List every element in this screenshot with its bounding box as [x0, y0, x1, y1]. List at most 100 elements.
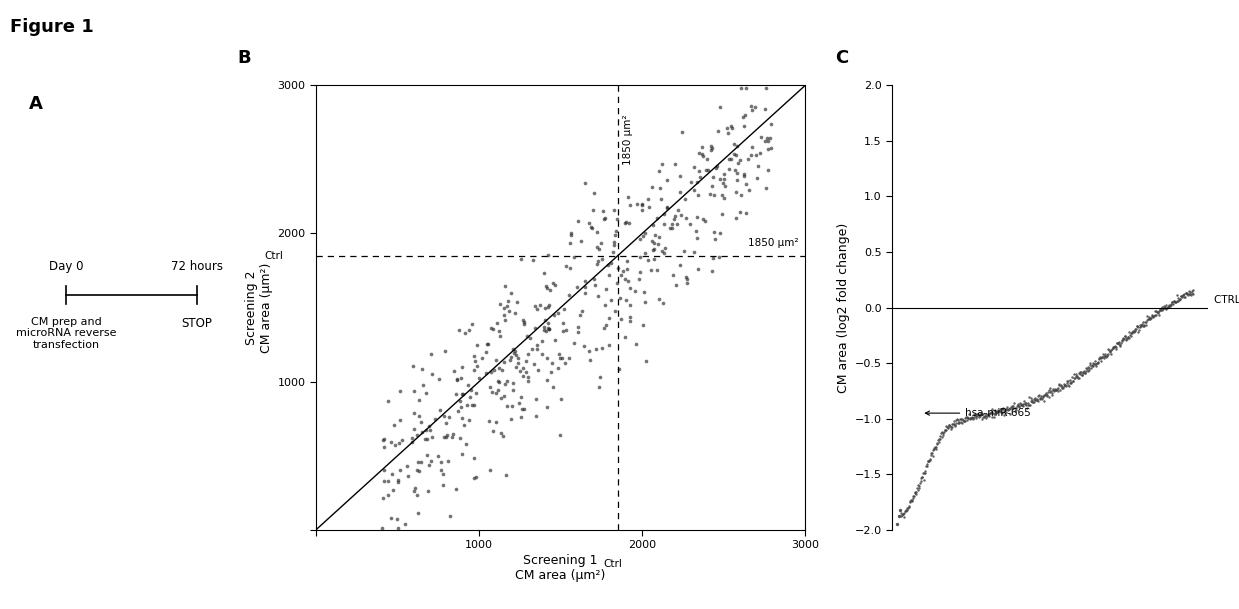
Point: [378, 396, 398, 406]
Point: [1116, 335, 1136, 345]
Point: [1158, 301, 1178, 311]
Point: [688, 190, 707, 200]
Point: [435, 347, 455, 356]
Point: [528, 340, 548, 350]
Point: [1063, 376, 1083, 386]
Point: [404, 385, 424, 395]
Point: [1087, 359, 1106, 369]
Point: [518, 373, 538, 382]
Point: [1160, 301, 1180, 311]
Point: [887, 519, 907, 529]
Point: [929, 437, 949, 447]
Point: [539, 324, 559, 334]
Point: [1114, 334, 1134, 344]
Point: [1126, 321, 1146, 331]
Point: [1132, 319, 1152, 328]
Point: [567, 322, 587, 332]
Point: [643, 244, 663, 254]
Point: [1027, 395, 1047, 404]
Point: [620, 283, 639, 292]
Point: [908, 480, 928, 490]
Point: [934, 427, 954, 437]
Point: [390, 415, 410, 425]
Point: [903, 493, 923, 502]
Point: [646, 230, 665, 240]
Point: [976, 409, 996, 419]
Point: [436, 418, 456, 428]
Point: [405, 483, 425, 493]
Point: [1146, 310, 1166, 320]
Point: [589, 244, 608, 254]
Point: [919, 455, 939, 465]
Point: [486, 417, 506, 427]
Point: [384, 420, 404, 429]
Point: [1017, 400, 1037, 410]
Point: [618, 276, 638, 286]
Point: [930, 428, 950, 438]
Point: [534, 323, 554, 333]
Point: [741, 150, 761, 160]
Point: [607, 278, 627, 288]
Point: [1083, 360, 1103, 370]
Point: [560, 290, 580, 300]
Point: [1022, 395, 1042, 405]
Point: [600, 312, 620, 322]
Point: [724, 149, 743, 159]
Point: [1042, 390, 1062, 400]
Point: [950, 414, 970, 424]
Point: [973, 409, 992, 419]
Point: [897, 505, 917, 515]
Point: [530, 300, 550, 310]
Point: [472, 353, 492, 363]
Point: [966, 411, 986, 421]
Point: [1175, 292, 1194, 301]
Y-axis label: Screening 2
CM area (μm²): Screening 2 CM area (μm²): [245, 262, 274, 353]
Point: [1135, 317, 1155, 326]
Point: [1103, 343, 1123, 353]
Point: [935, 425, 955, 435]
Point: [649, 183, 669, 193]
Point: [1077, 363, 1097, 373]
Point: [1038, 392, 1058, 402]
Point: [928, 435, 948, 445]
Point: [909, 481, 929, 490]
Text: Ctrl: Ctrl: [603, 560, 622, 569]
Point: [1150, 305, 1170, 315]
Point: [483, 324, 503, 334]
Point: [1147, 308, 1167, 317]
Text: Ctrl: Ctrl: [264, 251, 284, 261]
Point: [1145, 310, 1165, 320]
Point: [515, 367, 535, 376]
Point: [945, 421, 965, 431]
Point: [1134, 322, 1154, 331]
Point: [1043, 384, 1063, 394]
Point: [525, 394, 545, 404]
Point: [1156, 303, 1176, 312]
Point: [538, 323, 558, 333]
Point: [525, 301, 545, 311]
Point: [958, 413, 978, 423]
Point: [730, 155, 750, 165]
Point: [514, 404, 534, 414]
Point: [616, 333, 636, 342]
Point: [928, 438, 948, 448]
Point: [957, 415, 976, 424]
Point: [954, 416, 974, 426]
Point: [1009, 401, 1028, 410]
Point: [1101, 349, 1121, 359]
Point: [1044, 385, 1064, 395]
Point: [1085, 356, 1105, 365]
Point: [518, 349, 538, 359]
Point: [538, 375, 558, 385]
Point: [404, 424, 424, 434]
Point: [535, 303, 555, 313]
Point: [902, 496, 922, 505]
Point: [481, 465, 501, 474]
Point: [555, 304, 575, 314]
Point: [922, 448, 942, 458]
Point: [538, 284, 558, 294]
Point: [895, 505, 914, 515]
Point: [1074, 366, 1094, 376]
Point: [1113, 334, 1132, 343]
Point: [710, 174, 730, 184]
